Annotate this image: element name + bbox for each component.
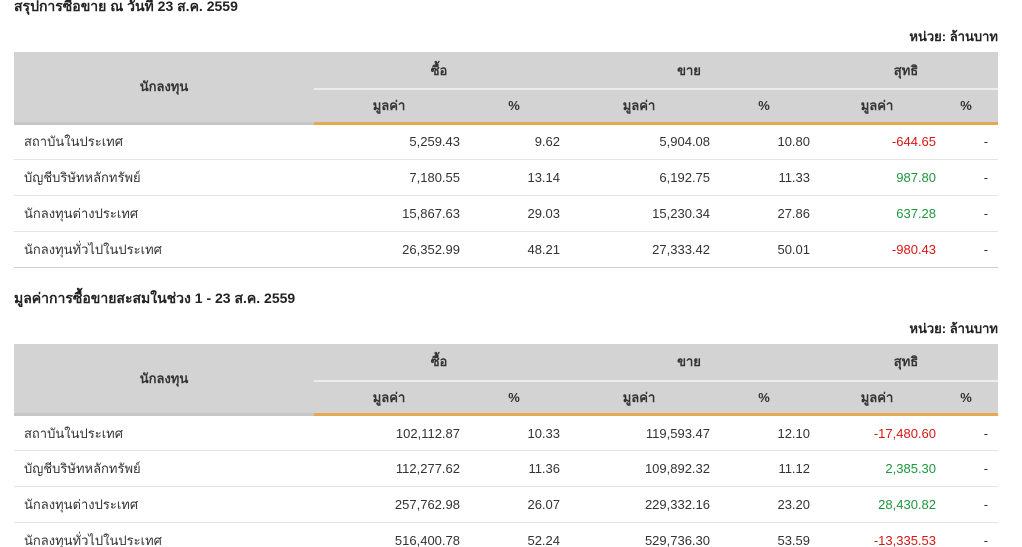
net-value-cell: -980.43 <box>814 231 941 268</box>
sell-percent-cell: 27.86 <box>714 195 815 232</box>
table-row: นักลงทุนทั่วไปในประเทศ 26,352.99 48.21 2… <box>14 231 999 268</box>
buy-value-cell: 102,112.87 <box>314 414 464 452</box>
daily-summary-section: สรุปการซื้อขาย ณ วันที่ 23 ส.ค. 2559 หน่… <box>14 0 999 268</box>
investor-name: นักลงทุนต่างประเทศ <box>14 486 314 524</box>
table-row: บัญชีบริษัทหลักทรัพย์ 7,180.55 13.14 6,1… <box>14 159 999 196</box>
net-percent-cell: - <box>940 486 999 524</box>
header-buy: ซื้อ <box>314 52 565 91</box>
table-row: นักลงทุนทั่วไปในประเทศ 516,400.78 52.24 … <box>14 522 999 547</box>
table-row: สถาบันในประเทศ 5,259.43 9.62 5,904.08 10… <box>14 123 999 160</box>
sell-value-cell: 229,332.16 <box>564 486 715 524</box>
cumulative-summary-table: นักลงทุน ซื้อ ขาย สุทธิ มูลค่า % มูลค่า … <box>14 343 999 547</box>
net-value-cell: -13,335.53 <box>814 522 941 547</box>
sell-percent-cell: 50.01 <box>714 231 815 268</box>
buy-value-cell: 112,277.62 <box>314 450 464 488</box>
table-body: สถาบันในประเทศ 5,259.43 9.62 5,904.08 10… <box>14 123 999 268</box>
investor-name: สถาบันในประเทศ <box>14 414 314 452</box>
investor-name: สถาบันในประเทศ <box>14 123 314 160</box>
sell-percent-cell: 23.20 <box>714 486 815 524</box>
header-sell-value: มูลค่า <box>564 380 715 417</box>
sell-value-cell: 6,192.75 <box>564 159 715 196</box>
header-sell: ขาย <box>564 343 815 382</box>
net-value-cell: -644.65 <box>814 123 941 160</box>
table-row: สถาบันในประเทศ 102,112.87 10.33 119,593.… <box>14 414 999 452</box>
sell-percent-cell: 10.80 <box>714 123 815 160</box>
buy-percent-cell: 29.03 <box>464 195 565 232</box>
sell-value-cell: 529,736.30 <box>564 522 715 547</box>
net-value-cell: 2,385.30 <box>814 450 941 488</box>
net-value-cell: -17,480.60 <box>814 414 941 452</box>
net-percent-cell: - <box>940 159 999 196</box>
sell-value-cell: 27,333.42 <box>564 231 715 268</box>
sell-percent-cell: 53.59 <box>714 522 815 547</box>
buy-percent-cell: 11.36 <box>464 450 565 488</box>
buy-value-cell: 5,259.43 <box>314 123 464 160</box>
buy-percent-cell: 48.21 <box>464 231 565 268</box>
sell-percent-cell: 11.33 <box>714 159 815 196</box>
buy-percent-cell: 26.07 <box>464 486 565 524</box>
header-sell-percent: % <box>714 380 815 417</box>
sell-percent-cell: 12.10 <box>714 414 815 452</box>
table-row: นักลงทุนต่างประเทศ 15,867.63 29.03 15,23… <box>14 195 999 232</box>
header-net-value: มูลค่า <box>814 380 941 417</box>
buy-value-cell: 257,762.98 <box>314 486 464 524</box>
cumulative-summary-section: มูลค่าการซื้อขายสะสมในช่วง 1 - 23 ส.ค. 2… <box>14 289 999 547</box>
sell-value-cell: 119,593.47 <box>564 414 715 452</box>
table-row: บัญชีบริษัทหลักทรัพย์ 112,277.62 11.36 1… <box>14 450 999 488</box>
buy-percent-cell: 9.62 <box>464 123 565 160</box>
sell-percent-cell: 11.12 <box>714 450 815 488</box>
sell-value-cell: 15,230.34 <box>564 195 715 232</box>
header-sell-value: มูลค่า <box>564 89 715 125</box>
buy-value-cell: 7,180.55 <box>314 159 464 196</box>
net-value-cell: 637.28 <box>814 195 941 232</box>
investor-name: นักลงทุนทั่วไปในประเทศ <box>14 231 314 268</box>
header-investor: นักลงทุน <box>14 343 314 417</box>
section-title-cumulative: มูลค่าการซื้อขายสะสมในช่วง 1 - 23 ส.ค. 2… <box>14 289 296 306</box>
header-net: สุทธิ <box>814 52 999 91</box>
header-buy-value: มูลค่า <box>314 380 464 417</box>
buy-percent-cell: 52.24 <box>464 522 565 547</box>
investor-name: บัญชีบริษัทหลักทรัพย์ <box>14 159 314 196</box>
table-row: นักลงทุนต่างประเทศ 257,762.98 26.07 229,… <box>14 486 999 524</box>
net-percent-cell: - <box>940 522 999 547</box>
sell-value-cell: 109,892.32 <box>564 450 715 488</box>
header-investor: นักลงทุน <box>14 52 314 125</box>
investor-name: บัญชีบริษัทหลักทรัพย์ <box>14 450 314 488</box>
header-buy-value: มูลค่า <box>314 89 464 125</box>
header-net-percent: % <box>940 380 999 417</box>
daily-summary-table: นักลงทุน ซื้อ ขาย สุทธิ มูลค่า % มูลค่า … <box>14 52 999 268</box>
table-header: นักลงทุน ซื้อ ขาย สุทธิ มูลค่า % มูลค่า … <box>14 343 999 417</box>
investor-name: นักลงทุนทั่วไปในประเทศ <box>14 522 314 547</box>
buy-value-cell: 26,352.99 <box>314 231 464 268</box>
sell-value-cell: 5,904.08 <box>564 123 715 160</box>
header-sell: ขาย <box>564 52 815 91</box>
header-net-percent: % <box>940 89 999 125</box>
buy-value-cell: 15,867.63 <box>314 195 464 232</box>
net-value-cell: 987.80 <box>814 159 941 196</box>
net-percent-cell: - <box>940 231 999 268</box>
unit-label: หน่วย: ล้านบาท <box>909 29 998 45</box>
net-percent-cell: - <box>940 123 999 160</box>
header-buy: ซื้อ <box>314 343 565 382</box>
header-buy-percent: % <box>464 89 565 125</box>
section-title-daily: สรุปการซื้อขาย ณ วันที่ 23 ส.ค. 2559 <box>14 0 238 14</box>
net-percent-cell: - <box>940 414 999 452</box>
investor-name: นักลงทุนต่างประเทศ <box>14 195 314 232</box>
net-value-cell: 28,430.82 <box>814 486 941 524</box>
net-percent-cell: - <box>940 450 999 488</box>
header-sell-percent: % <box>714 89 815 125</box>
table-header: นักลงทุน ซื้อ ขาย สุทธิ มูลค่า % มูลค่า … <box>14 52 999 125</box>
unit-label: หน่วย: ล้านบาท <box>909 320 998 336</box>
table-body: สถาบันในประเทศ 102,112.87 10.33 119,593.… <box>14 414 999 547</box>
buy-value-cell: 516,400.78 <box>314 522 464 547</box>
header-net-value: มูลค่า <box>814 89 941 125</box>
header-buy-percent: % <box>464 380 565 417</box>
net-percent-cell: - <box>940 195 999 232</box>
header-net: สุทธิ <box>814 343 999 382</box>
buy-percent-cell: 13.14 <box>464 159 565 196</box>
buy-percent-cell: 10.33 <box>464 414 565 452</box>
